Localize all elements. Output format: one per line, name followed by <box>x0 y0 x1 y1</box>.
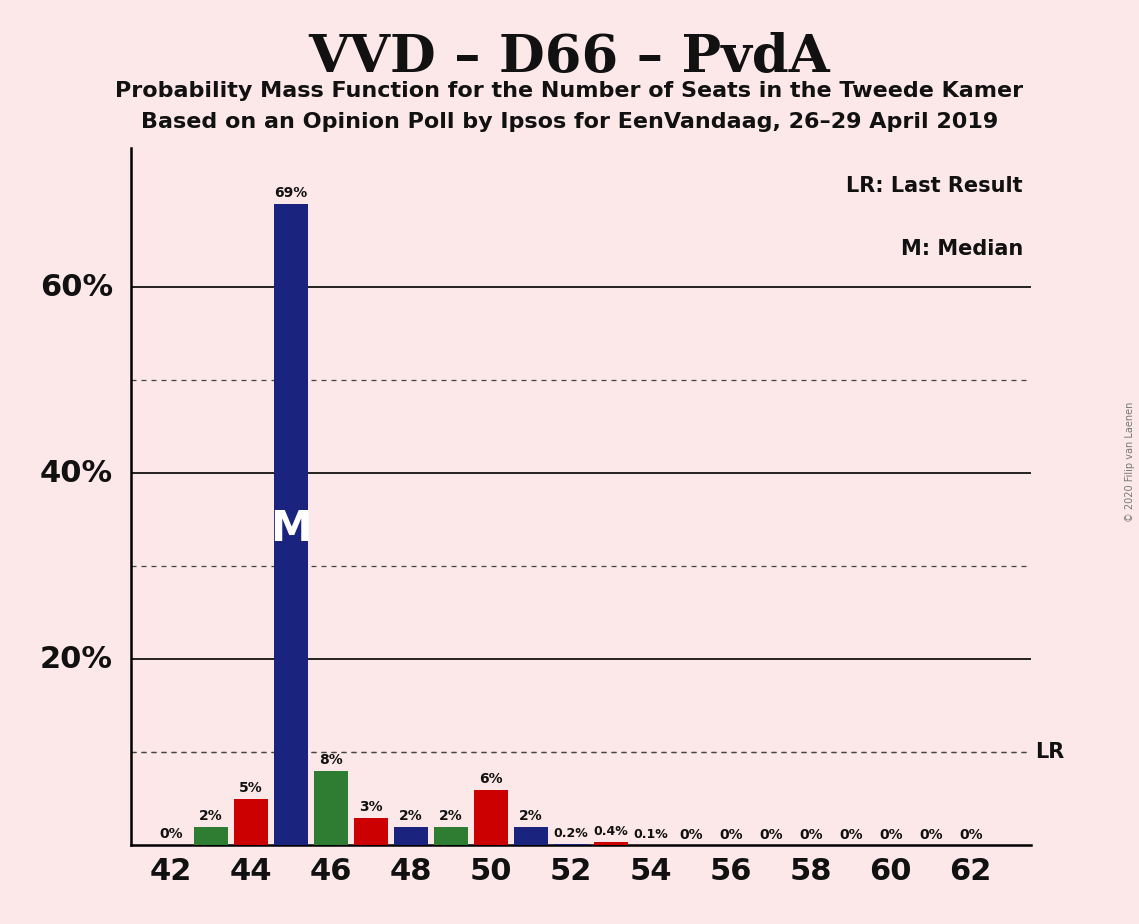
Text: 2%: 2% <box>399 809 423 823</box>
Text: 2%: 2% <box>439 809 462 823</box>
Bar <box>434 827 468 845</box>
Text: 20%: 20% <box>40 645 113 674</box>
Text: 2%: 2% <box>519 809 543 823</box>
Bar <box>554 844 588 845</box>
Text: 0%: 0% <box>879 828 902 842</box>
Text: 0.4%: 0.4% <box>593 825 629 838</box>
Text: 3%: 3% <box>359 800 383 814</box>
Text: 0%: 0% <box>959 828 983 842</box>
Text: © 2020 Filip van Laenen: © 2020 Filip van Laenen <box>1125 402 1134 522</box>
Text: 0%: 0% <box>800 828 822 842</box>
Text: 69%: 69% <box>274 186 308 200</box>
Text: 0.1%: 0.1% <box>633 828 669 841</box>
Text: 0%: 0% <box>159 827 182 841</box>
Text: M: Median: M: Median <box>901 238 1023 259</box>
Text: VVD – D66 – PvdA: VVD – D66 – PvdA <box>309 32 830 83</box>
Text: LR: Last Result: LR: Last Result <box>846 176 1023 196</box>
Bar <box>233 799 268 845</box>
Text: 0%: 0% <box>719 828 743 842</box>
Text: 0%: 0% <box>759 828 782 842</box>
Text: 0.2%: 0.2% <box>554 827 588 840</box>
Text: 8%: 8% <box>319 753 343 767</box>
Text: 60%: 60% <box>40 273 113 302</box>
Bar <box>314 771 347 845</box>
Text: Based on an Opinion Poll by Ipsos for EenVandaag, 26–29 April 2019: Based on an Opinion Poll by Ipsos for Ee… <box>141 112 998 132</box>
Text: 40%: 40% <box>40 459 113 488</box>
Text: 0%: 0% <box>679 828 703 842</box>
Bar <box>474 790 508 845</box>
Bar <box>514 827 548 845</box>
Bar <box>354 818 388 845</box>
Bar <box>394 827 428 845</box>
Text: 0%: 0% <box>839 828 862 842</box>
Text: 2%: 2% <box>199 809 223 823</box>
Bar <box>274 203 308 845</box>
Bar <box>194 827 228 845</box>
Text: 5%: 5% <box>239 781 263 796</box>
Text: M: M <box>270 508 312 550</box>
Text: 6%: 6% <box>480 772 502 786</box>
Text: 0%: 0% <box>919 828 943 842</box>
Text: LR: LR <box>1035 743 1064 762</box>
Bar <box>593 842 628 845</box>
Text: Probability Mass Function for the Number of Seats in the Tweede Kamer: Probability Mass Function for the Number… <box>115 81 1024 102</box>
